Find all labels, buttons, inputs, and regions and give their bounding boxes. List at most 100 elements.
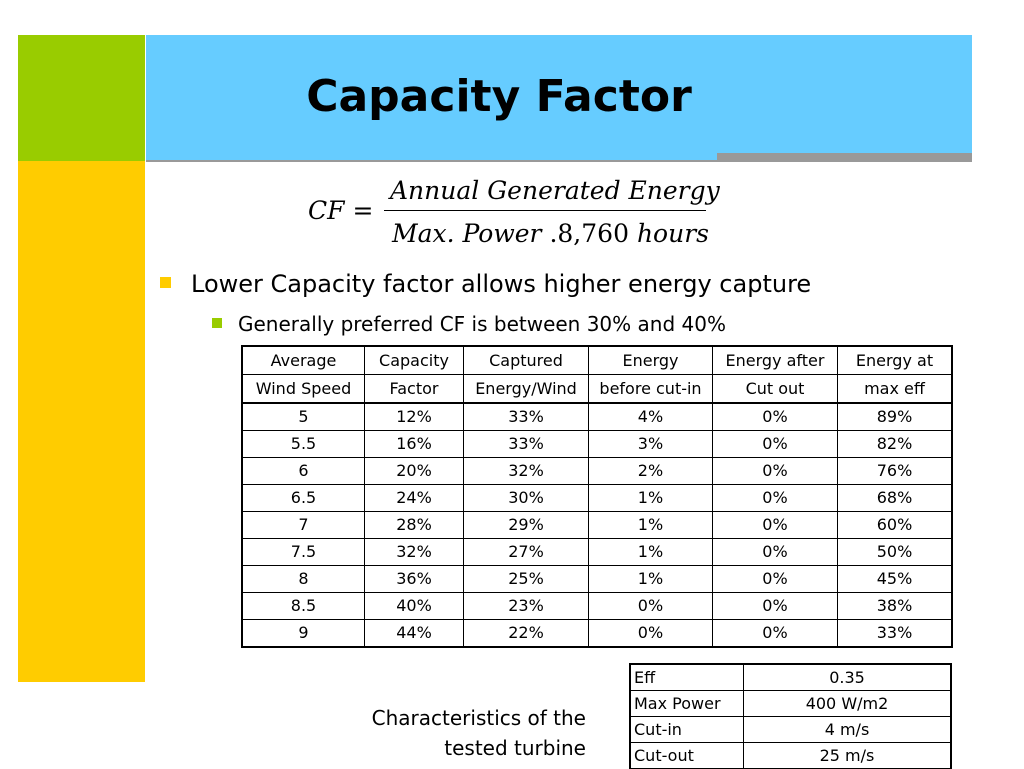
spec-row: Eff 0.35: [629, 663, 952, 691]
table-cell: 0%: [712, 592, 838, 620]
table-cell: 89%: [837, 402, 953, 431]
table-cell: 0%: [712, 484, 838, 512]
table-cell: 33%: [463, 402, 589, 431]
table-header-cell: max eff: [837, 374, 953, 404]
table-header-row: Average Capacity Captured Energy Energy …: [241, 345, 953, 375]
table-header-cell: Average: [241, 345, 365, 375]
table-cell: 0%: [712, 457, 838, 485]
table-cell: 0%: [712, 538, 838, 566]
table-cell: 8.5: [241, 592, 365, 620]
table-cell: 29%: [463, 511, 589, 539]
table-cell: 1%: [588, 538, 713, 566]
table-cell: 32%: [463, 457, 589, 485]
table-row: 8.5 40% 23% 0% 0% 38%: [241, 592, 953, 620]
table-cell: 7.5: [241, 538, 365, 566]
table-row: 5.5 16% 33% 3% 0% 82%: [241, 430, 953, 458]
title-banner: [146, 35, 972, 161]
table-cell: 82%: [837, 430, 953, 458]
spec-row: Cut-out 25 m/s: [629, 742, 952, 769]
table-cell: 7: [241, 511, 365, 539]
spec-value: 400 W/m2: [743, 690, 952, 717]
table-cell: 22%: [463, 619, 589, 648]
table-cell: 0%: [712, 430, 838, 458]
table-cell: 1%: [588, 565, 713, 593]
table-cell: 4%: [588, 402, 713, 431]
table-cell: 9: [241, 619, 365, 648]
spec-row: Cut-in 4 m/s: [629, 716, 952, 743]
bullet-square-icon: [160, 277, 171, 288]
table-row: 5 12% 33% 4% 0% 89%: [241, 402, 953, 431]
table-cell: 28%: [364, 511, 464, 539]
table-cell: 36%: [364, 565, 464, 593]
table-cell: 6: [241, 457, 365, 485]
capacity-factor-table: Average Capacity Captured Energy Energy …: [241, 345, 953, 648]
table-cell: 33%: [837, 619, 953, 648]
table-header-row: Wind Speed Factor Energy/Wind before cut…: [241, 374, 953, 404]
table-cell: 6.5: [241, 484, 365, 512]
spec-label: Cut-out: [629, 742, 744, 769]
bullet-level1: Lower Capacity factor allows higher ener…: [160, 268, 811, 300]
slide-title: Capacity Factor: [306, 71, 692, 122]
turbine-spec-table: Eff 0.35 Max Power 400 W/m2 Cut-in 4 m/s…: [629, 663, 952, 769]
table-cell: 40%: [364, 592, 464, 620]
table-cell: 3%: [588, 430, 713, 458]
bullet-level2: Generally preferred CF is between 30% an…: [212, 310, 726, 338]
table-header-cell: before cut-in: [588, 374, 713, 404]
spec-value: 4 m/s: [743, 716, 952, 743]
table-cell: 0%: [712, 511, 838, 539]
table-header-cell: Energy at: [837, 345, 953, 375]
spec-value: 25 m/s: [743, 742, 952, 769]
table-cell: 16%: [364, 430, 464, 458]
formula-lhs: CF =: [308, 196, 374, 225]
table-header-cell: Captured: [463, 345, 589, 375]
table-cell: 8: [241, 565, 365, 593]
table-cell: 50%: [837, 538, 953, 566]
table-cell: 68%: [837, 484, 953, 512]
table-cell: 5.5: [241, 430, 365, 458]
table-header-cell: Factor: [364, 374, 464, 404]
table-cell: 27%: [463, 538, 589, 566]
table-cell: 0%: [712, 402, 838, 431]
spec-label: Eff: [629, 663, 744, 691]
green-accent-block: [18, 35, 145, 161]
table-cell: 30%: [463, 484, 589, 512]
table-header-cell: Energy/Wind: [463, 374, 589, 404]
caption-line: tested turbine: [444, 736, 586, 760]
table-cell: 2%: [588, 457, 713, 485]
table-cell: 24%: [364, 484, 464, 512]
bullet-square-icon: [212, 318, 222, 328]
yellow-accent-block: [18, 161, 145, 682]
table-row: 6.5 24% 30% 1% 0% 68%: [241, 484, 953, 512]
table-cell: 38%: [837, 592, 953, 620]
table-cell: 1%: [588, 484, 713, 512]
table-cell: 5: [241, 402, 365, 431]
table-cell: 12%: [364, 402, 464, 431]
formula-numerator: Annual Generated Energy: [390, 176, 720, 205]
header-divider-bar: [717, 153, 972, 162]
header-divider: [146, 160, 972, 162]
table-row: 7.5 32% 27% 1% 0% 50%: [241, 538, 953, 566]
table-row: 7 28% 29% 1% 0% 60%: [241, 511, 953, 539]
table-cell: 45%: [837, 565, 953, 593]
table-row: 9 44% 22% 0% 0% 33%: [241, 619, 953, 648]
table-cell: 60%: [837, 511, 953, 539]
table-cell: 0%: [712, 619, 838, 648]
formula-denominator: Max. Power .8,760 hours: [392, 219, 709, 248]
spec-value: 0.35: [743, 663, 952, 691]
table-header-cell: Capacity: [364, 345, 464, 375]
table-cell: 0%: [712, 565, 838, 593]
table-cell: 44%: [364, 619, 464, 648]
turbine-caption: Characteristics of the tested turbine: [290, 703, 586, 763]
spec-label: Cut-in: [629, 716, 744, 743]
table-cell: 0%: [588, 592, 713, 620]
table-cell: 32%: [364, 538, 464, 566]
table-cell: 1%: [588, 511, 713, 539]
table-header-cell: Energy after: [712, 345, 838, 375]
table-cell: 20%: [364, 457, 464, 485]
table-row: 8 36% 25% 1% 0% 45%: [241, 565, 953, 593]
formula-fraction-bar: [384, 210, 706, 211]
table-cell: 0%: [588, 619, 713, 648]
table-cell: 76%: [837, 457, 953, 485]
table-header-cell: Wind Speed: [241, 374, 365, 404]
table-cell: 25%: [463, 565, 589, 593]
